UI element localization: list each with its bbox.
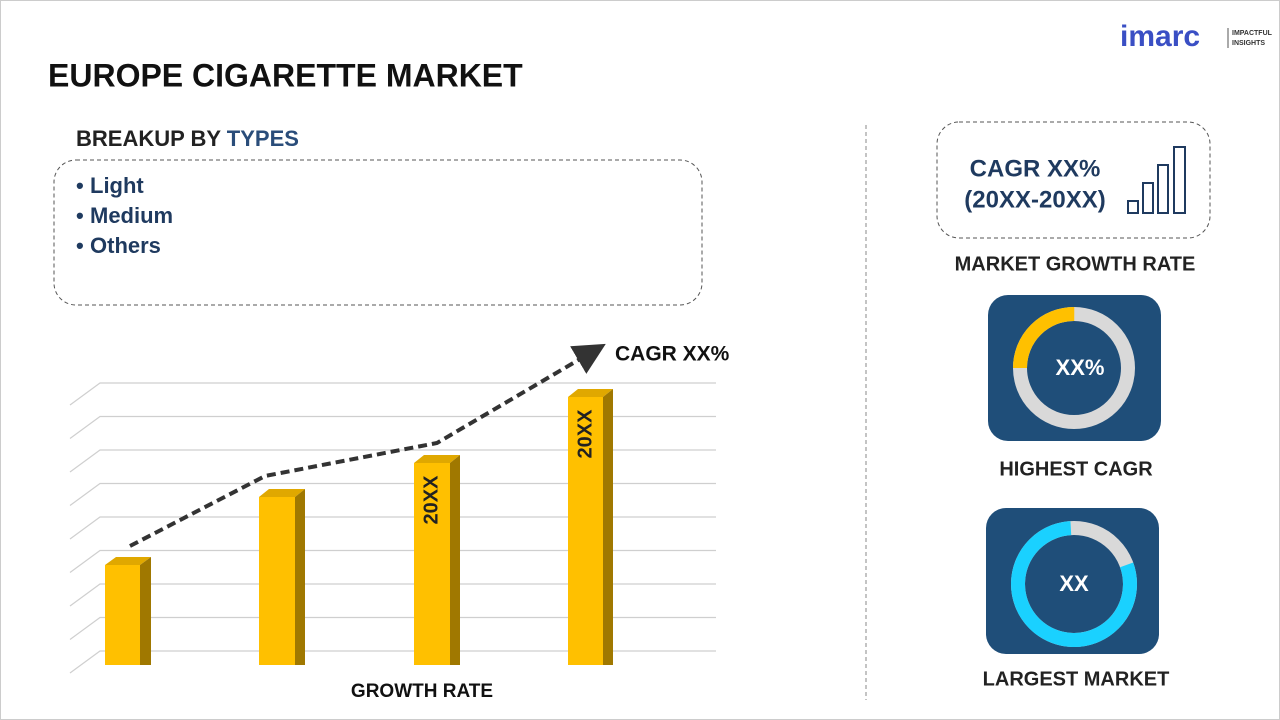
bars: 20XX 20XX (105, 389, 613, 665)
grid-line (69, 583, 716, 607)
bar-top (414, 455, 460, 463)
breakup-item: Light (90, 173, 144, 198)
bar (414, 463, 450, 665)
icon-bar (1157, 164, 1169, 214)
bar-top (105, 557, 151, 565)
grid-line (69, 449, 716, 473)
x-axis-label: GROWTH RATE (351, 681, 493, 702)
chart-grid (69, 382, 716, 674)
breakup-box (53, 159, 703, 306)
breakup-item: Medium (90, 203, 173, 228)
breakup-label: BREAKUP BY (76, 126, 221, 151)
logo-tagline: IMPACTFUL (1232, 30, 1273, 37)
icon-bar (1142, 182, 1154, 214)
breakup-heading: BREAKUP BY TYPES (76, 126, 299, 151)
caption: LARGEST MARKET (983, 668, 1170, 690)
bar (259, 497, 295, 665)
bar-top (259, 489, 305, 497)
bar (105, 565, 140, 665)
bar-side (295, 489, 305, 665)
cagr-line: CAGR XX% (970, 155, 1101, 182)
bar-label: 20XX (574, 409, 596, 459)
logo-tagline: INSIGHTS (1232, 40, 1265, 47)
breakup-highlight: TYPES (227, 126, 299, 151)
grid-line (69, 415, 716, 439)
highest-value: XX% (1056, 355, 1105, 380)
grid-line (69, 382, 716, 406)
bar-side (603, 389, 613, 665)
logo: imarc (1120, 20, 1200, 53)
cagr-box (936, 121, 1211, 239)
trend-label: CAGR XX% (615, 343, 730, 366)
trend-arrow (129, 343, 606, 548)
bar-side (140, 557, 151, 665)
grid-line (69, 482, 716, 506)
bullet: • (76, 173, 84, 198)
bar-top (568, 389, 613, 397)
icon-bar (1127, 200, 1139, 214)
bullet: • (76, 203, 84, 228)
breakup-list: • Light • Medium • Others (76, 173, 173, 258)
cagr-line: (20XX-20XX) (964, 186, 1105, 213)
largest-value: XX (1059, 571, 1089, 596)
grid-line (69, 650, 716, 674)
bar-label: 20XX (420, 475, 442, 525)
grid-line (69, 616, 716, 640)
caption: MARKET GROWTH RATE (955, 253, 1196, 275)
bar (568, 397, 603, 665)
breakup-item: Others (90, 233, 161, 258)
donut-segment (1013, 307, 1135, 429)
page-title: EUROPE CIGARETTE MARKET (48, 57, 523, 93)
donut-segment (1011, 521, 1137, 647)
grid-line (69, 549, 716, 573)
grid-line (69, 516, 716, 540)
caption: HIGHEST CAGR (999, 458, 1153, 480)
icon-bar (1173, 146, 1186, 214)
growth-icon (1127, 146, 1186, 214)
bar-side (450, 455, 460, 665)
bullet: • (76, 233, 84, 258)
